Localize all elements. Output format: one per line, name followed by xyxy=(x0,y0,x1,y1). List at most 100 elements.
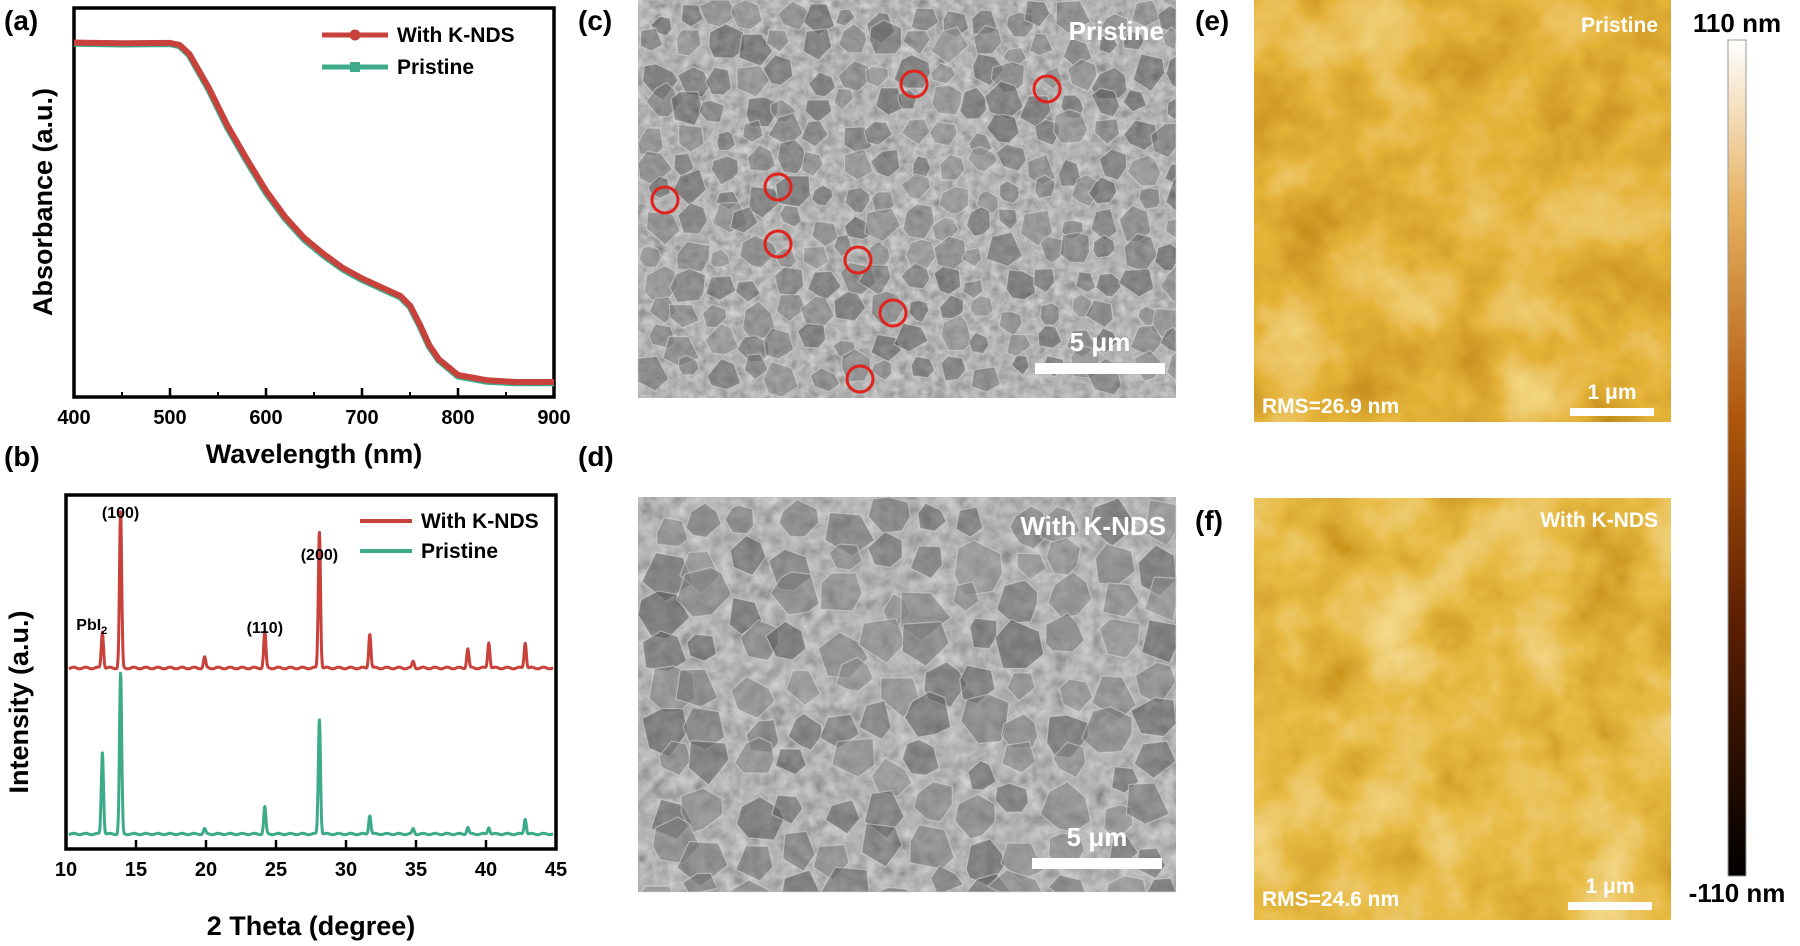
sem-grain xyxy=(933,265,962,296)
colorbar-max-label: 110 nm xyxy=(1693,8,1781,38)
sem-grain xyxy=(995,143,1027,173)
sem-grain xyxy=(929,62,957,85)
sem-grain xyxy=(806,270,843,302)
sem-grain xyxy=(995,579,1039,624)
panel-label-c: (c) xyxy=(578,5,612,36)
sem-image-knds: With K-NDS 5 μm xyxy=(637,496,1177,893)
sem-grain xyxy=(985,231,1024,267)
sem-grain xyxy=(908,299,930,324)
sem-grain xyxy=(1095,327,1119,354)
sem-d-scale-label: 5 μm xyxy=(1067,822,1128,852)
sem-grain xyxy=(877,886,912,893)
sem-c-label: Pristine xyxy=(1069,16,1164,46)
sem-grain xyxy=(897,88,918,110)
sem-grain xyxy=(900,262,931,290)
sem-grain xyxy=(639,885,673,893)
sem-grain xyxy=(1057,158,1082,187)
chart-a-xtick-label: 600 xyxy=(249,407,282,429)
sem-grain xyxy=(953,539,1004,597)
peak-annotation: (200) xyxy=(301,547,338,564)
sem-grain xyxy=(680,787,724,834)
sem-grain xyxy=(900,118,932,146)
sem-grain xyxy=(929,26,970,65)
sem-grain xyxy=(698,99,725,124)
sem-grain xyxy=(706,357,742,391)
chart-a-xlabel: Wavelength (nm) xyxy=(206,439,423,469)
sem-grain xyxy=(1098,32,1119,55)
sem-grain xyxy=(734,280,762,304)
sem-grain xyxy=(781,869,821,893)
pinhole-marker-circle xyxy=(650,185,680,215)
sem-grain xyxy=(802,28,833,61)
sem-grain xyxy=(939,153,966,181)
sem-grain xyxy=(1006,671,1036,702)
sem-grain xyxy=(867,530,903,569)
sem-grain xyxy=(1006,333,1032,358)
sem-grain xyxy=(834,8,856,27)
pinhole-marker-circle xyxy=(843,245,873,275)
sem-grain xyxy=(1166,350,1177,383)
sem-grain xyxy=(844,186,871,214)
sem-grain xyxy=(863,120,894,147)
sem-image-pristine: Pristine 5 μm xyxy=(637,0,1177,398)
sem-grain xyxy=(870,359,893,381)
sem-grain xyxy=(809,367,841,393)
sem-grain xyxy=(777,0,812,31)
chart-b-xtick-label: 25 xyxy=(265,859,287,881)
chart-b-xtick-label: 30 xyxy=(335,859,357,881)
sem-grain xyxy=(1075,271,1097,294)
sem-grain xyxy=(1129,697,1177,738)
sem-grain xyxy=(1001,740,1037,774)
sem-grain xyxy=(910,355,936,379)
sem-grain xyxy=(1044,612,1085,653)
sem-grain xyxy=(864,207,902,243)
sem-grain xyxy=(1130,0,1162,28)
sem-grain xyxy=(1055,0,1092,35)
sem-c-scale-bar xyxy=(1035,363,1165,374)
sem-grain xyxy=(968,331,990,355)
sem-grain xyxy=(675,28,702,57)
sem-grain xyxy=(1132,53,1166,93)
sem-grain xyxy=(997,208,1019,231)
sem-grain xyxy=(994,618,1045,670)
sem-grain xyxy=(994,782,1030,814)
sem-grain xyxy=(685,502,722,539)
pinhole-marker-circle xyxy=(878,298,908,328)
sem-grain xyxy=(931,84,963,116)
afm-e-texture xyxy=(1254,0,1671,422)
sem-grain xyxy=(645,81,680,118)
sem-grain xyxy=(1122,30,1145,51)
afm-f-scale-bar xyxy=(1568,902,1652,910)
sem-grain xyxy=(837,59,871,93)
sem-grain xyxy=(638,245,663,269)
sem-grain xyxy=(735,844,774,882)
panel-label-b: (b) xyxy=(4,441,40,472)
sem-grain xyxy=(1160,264,1177,303)
sem-grain xyxy=(909,545,944,580)
sem-grain xyxy=(771,794,804,825)
sem-grain xyxy=(1023,0,1051,28)
sem-grain xyxy=(1164,218,1177,240)
sem-grain xyxy=(938,185,970,215)
sem-grain xyxy=(969,617,998,650)
sem-grain xyxy=(765,620,807,661)
sem-grain xyxy=(831,737,876,778)
sem-grain xyxy=(1047,874,1086,893)
legend-entry-label: Pristine xyxy=(397,56,474,79)
sem-grain xyxy=(970,366,1002,393)
sem-grain xyxy=(929,864,965,893)
sem-grain xyxy=(782,830,816,873)
sem-grain xyxy=(802,245,830,271)
sem-grain xyxy=(687,739,730,786)
absorbance-chart: 400 500 600 700 800 900 With K-NDS Pristine Wa… xyxy=(28,6,571,469)
sem-grain xyxy=(637,355,670,392)
sem-grain xyxy=(868,19,903,55)
sem-grain xyxy=(1133,740,1177,780)
legend-entry-label: With K-NDS xyxy=(421,510,539,533)
sem-grain xyxy=(819,572,863,612)
sem-grain xyxy=(800,119,829,148)
sem-grain xyxy=(940,355,967,382)
sem-grain xyxy=(901,738,940,776)
sem-grain xyxy=(746,144,777,173)
